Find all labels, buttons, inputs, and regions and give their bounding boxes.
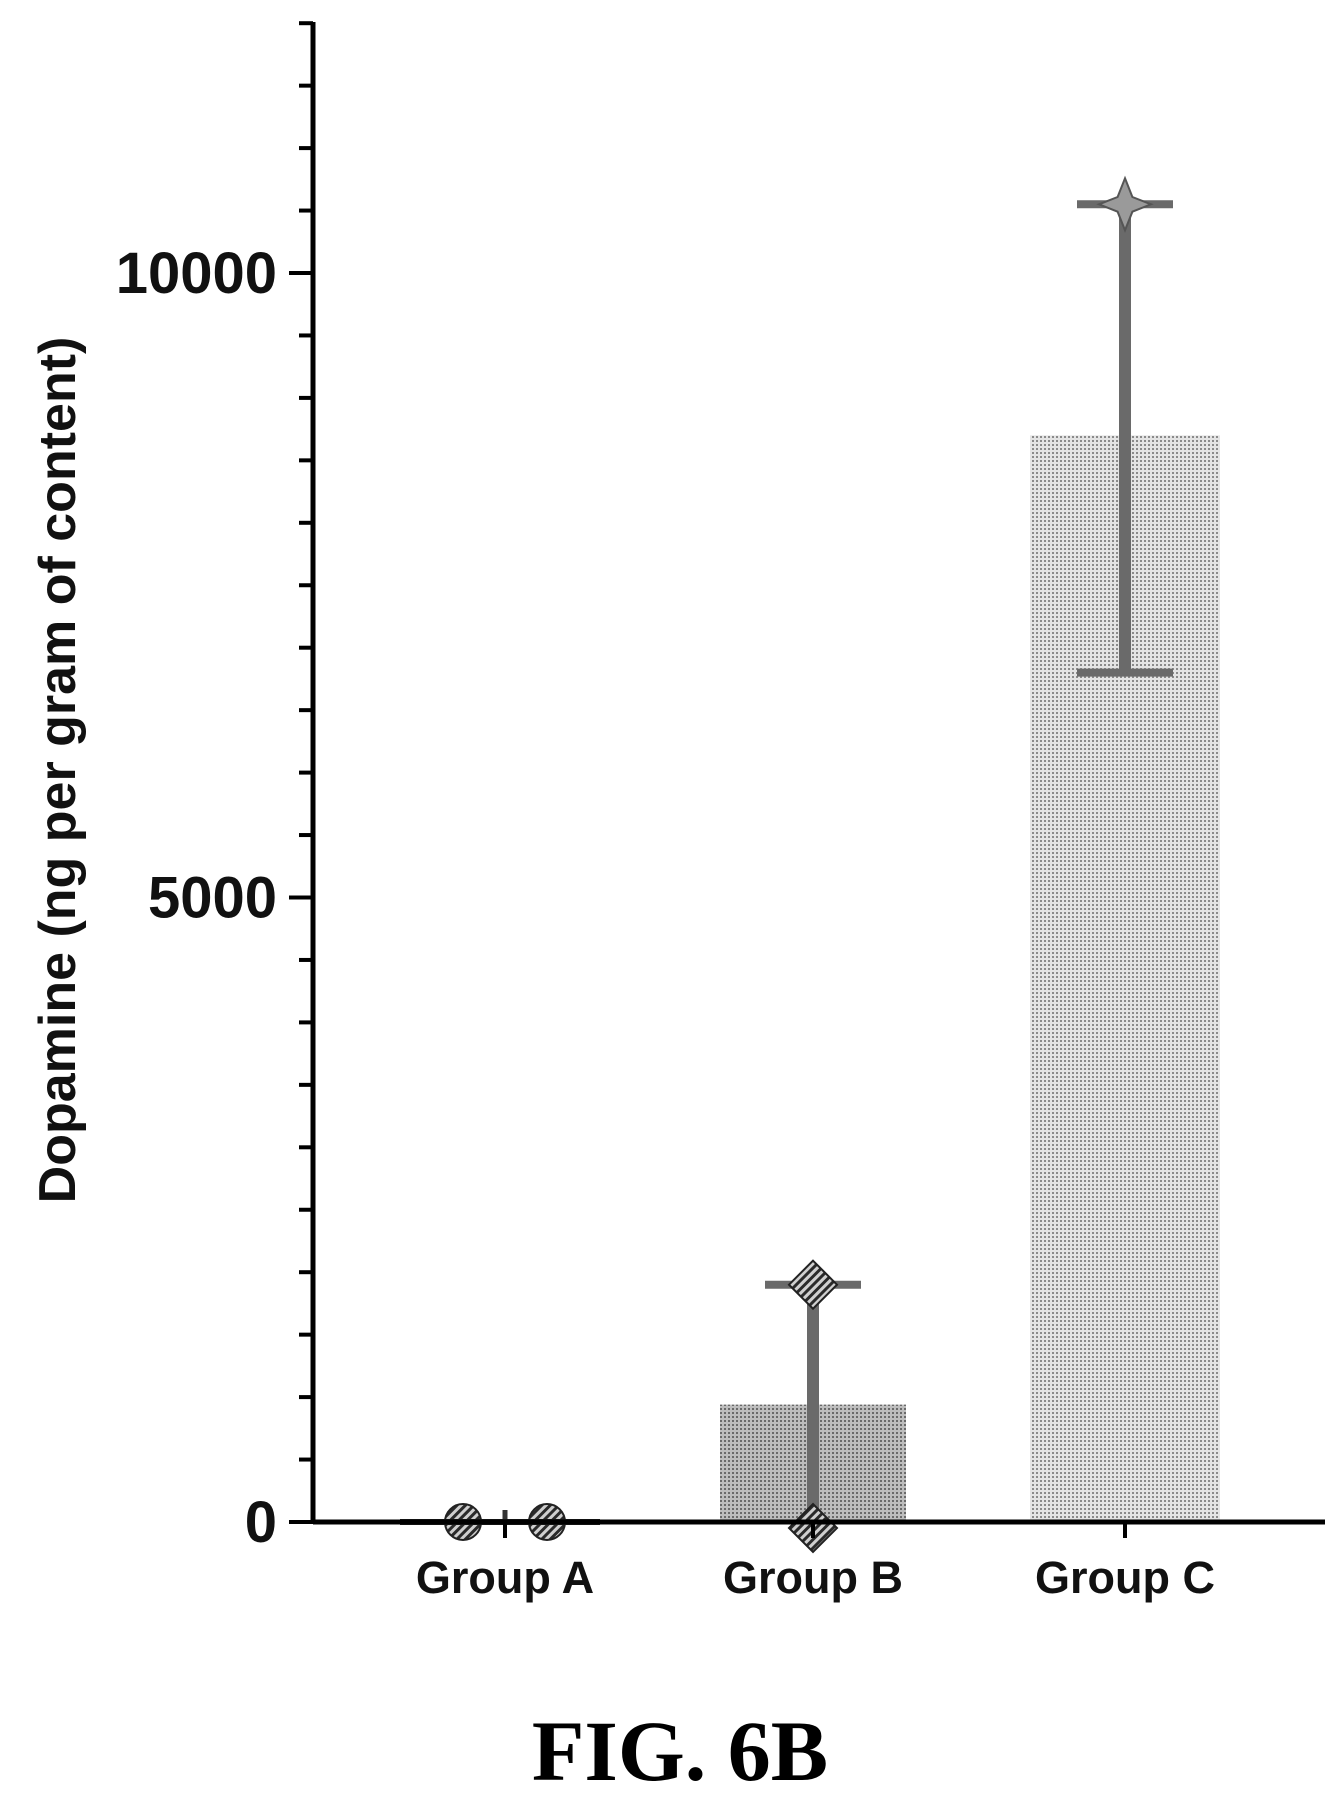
x-category-label: Group A xyxy=(416,1552,594,1603)
bars-layer xyxy=(720,435,1220,1522)
axes-layer xyxy=(289,21,1325,1538)
y-tick-label: 0 xyxy=(245,1490,277,1555)
data-point-group-c-1 xyxy=(1096,175,1154,234)
data-point-group-b-1 xyxy=(787,1259,839,1311)
category-labels-layer: Group A Group B Group C xyxy=(416,1552,1215,1603)
figure-caption: FIG. 6B xyxy=(532,1703,828,1799)
x-category-label: Group B xyxy=(723,1552,903,1603)
x-category-label: Group C xyxy=(1035,1552,1215,1603)
y-tick-label: 10000 xyxy=(116,241,277,306)
y-axis-title: Dopamine (ng per gram of content) xyxy=(29,337,87,1204)
tick-labels-layer: 0 5000 10000 xyxy=(116,241,277,1555)
y-tick-label: 5000 xyxy=(148,866,277,931)
chart-plot: 0 5000 10000 Group A Group B Group C xyxy=(116,21,1325,1603)
